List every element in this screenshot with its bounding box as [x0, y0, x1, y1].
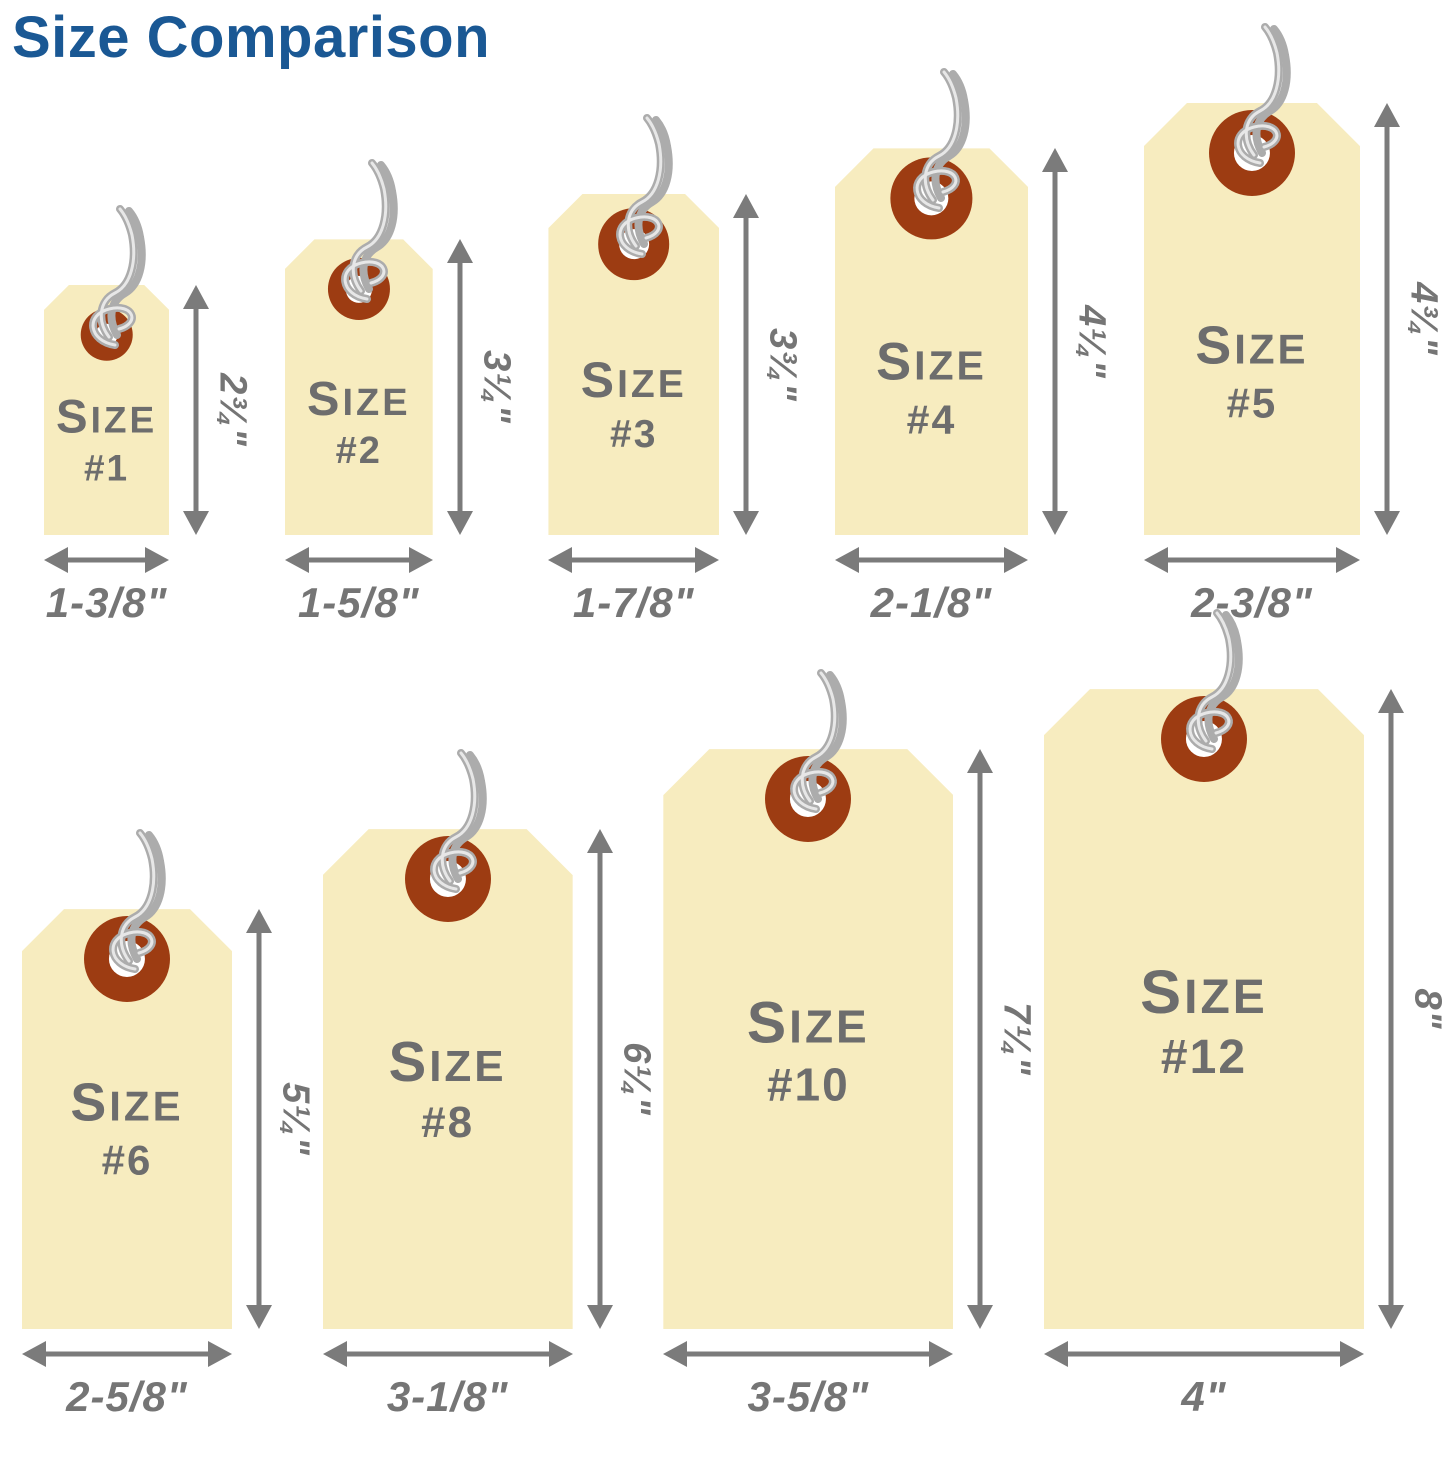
width-label: 3-1/8" [386, 1373, 509, 1421]
width-dimension: 2-1/8" [834, 547, 1029, 627]
vertical-arrow-icon [1377, 689, 1404, 1330]
horizontal-arrow-icon [44, 547, 170, 574]
width-dimension: 3-1/8" [322, 1341, 573, 1421]
height-label: 5¼" [274, 1082, 317, 1157]
width-label: 1-7/8" [572, 579, 695, 627]
tag-group-size-10: SIZE #10 7¼" 3-5/8" [663, 669, 1039, 1421]
tag-size-label: SIZE #2 [307, 371, 411, 473]
width-label: 1-3/8" [45, 579, 168, 627]
vertical-arrow-icon [183, 284, 210, 536]
horizontal-arrow-icon [284, 547, 433, 574]
shipping-tag-12: SIZE #12 [1044, 609, 1364, 1329]
tag-group-size-3: SIZE #3 3¾" 1-7/8" [548, 113, 805, 627]
height-dimension: 6¼" [586, 829, 659, 1330]
horizontal-arrow-icon [548, 547, 720, 574]
tag-shape [663, 749, 953, 1329]
shipping-tag-2: SIZE #2 [285, 159, 433, 535]
height-dimension: 2¾" [183, 284, 255, 536]
height-label: 7¼" [995, 1002, 1038, 1077]
string-icon [913, 68, 971, 213]
width-label: 2-1/8" [870, 579, 993, 627]
tag-group-size-8: SIZE #8 6¼" 3-1/8" [322, 749, 659, 1421]
width-dimension: 1-3/8" [44, 547, 170, 627]
string-icon [88, 204, 146, 349]
tag-size-label: SIZE #12 [1140, 957, 1268, 1085]
width-label: 4" [1181, 1373, 1227, 1421]
tag-group-size-4: SIZE #4 4¼" 2-1/8" [834, 68, 1114, 627]
width-dimension: 3-5/8" [663, 1341, 954, 1421]
width-label: 1-5/8" [297, 579, 420, 627]
height-dimension: 4¾" [1374, 102, 1446, 536]
tag-size-label: SIZE #4 [876, 332, 987, 443]
shipping-tag-3: SIZE #3 [548, 113, 719, 535]
shipping-tag-10: SIZE #10 [663, 669, 953, 1329]
shipping-tag-8: SIZE #8 [323, 749, 573, 1329]
height-label: 4¾" [1402, 282, 1445, 356]
vertical-arrow-icon [1042, 148, 1069, 536]
width-dimension: 2-3/8" [1143, 547, 1360, 627]
vertical-arrow-icon [1374, 102, 1400, 536]
horizontal-arrow-icon [1043, 1341, 1364, 1368]
tag-size-label: SIZE #10 [746, 990, 870, 1111]
horizontal-arrow-icon [1143, 547, 1360, 574]
string-icon [790, 669, 848, 814]
width-label: 2-5/8" [66, 1373, 188, 1421]
string-icon [429, 749, 487, 894]
tag-group-size-1: SIZE #1 2¾" 1-3/8" [44, 204, 255, 627]
height-dimension: 7¼" [967, 749, 1039, 1330]
string-icon [109, 829, 166, 974]
tag-size-label: SIZE #5 [1195, 315, 1309, 427]
tag-row-top: SIZE #1 2¾" 1-3/8" [0, 22, 1456, 627]
height-label: 8" [1406, 988, 1449, 1030]
height-label: 4¼" [1070, 304, 1113, 379]
string-icon [1186, 609, 1243, 754]
shipping-tag-4: SIZE #4 [835, 68, 1028, 535]
tag-size-label: SIZE #8 [388, 1029, 507, 1147]
shipping-tag-5: SIZE #5 [1144, 22, 1360, 535]
shipping-tag-1: SIZE #1 [44, 204, 169, 535]
tag-group-size-5: SIZE #5 4¾" 2-3/8" [1143, 22, 1446, 627]
height-dimension: 3¼" [446, 239, 519, 536]
horizontal-arrow-icon [22, 1341, 232, 1368]
tag-group-size-2: SIZE #2 3¼" 1-5/8" [284, 159, 519, 627]
vertical-arrow-icon [446, 239, 473, 536]
width-dimension: 1-7/8" [548, 547, 720, 627]
vertical-arrow-icon [733, 193, 760, 536]
vertical-arrow-icon [246, 909, 272, 1330]
vertical-arrow-icon [586, 829, 613, 1330]
shipping-tag-6: SIZE #6 [22, 829, 232, 1329]
string-icon [340, 159, 398, 304]
height-dimension: 3¾" [733, 193, 805, 536]
height-label: 6¼" [615, 1042, 658, 1117]
height-dimension: 5¼" [246, 909, 318, 1330]
tag-group-size-6: SIZE #6 5¼" 2-5/8" [22, 829, 318, 1421]
width-dimension: 1-5/8" [284, 547, 433, 627]
width-label: 3-5/8" [747, 1373, 870, 1421]
width-dimension: 2-5/8" [22, 1341, 232, 1421]
vertical-arrow-icon [967, 749, 994, 1330]
page-title: Size Comparison [12, 5, 491, 70]
height-label: 2¾" [211, 373, 254, 447]
tag-group-size-12: SIZE #12 8" 4" [1043, 609, 1450, 1421]
horizontal-arrow-icon [322, 1341, 573, 1368]
height-label: 3¾" [761, 327, 804, 402]
string-icon [1234, 22, 1291, 167]
tag-row-bottom: SIZE #6 5¼" 2-5/8" [0, 609, 1456, 1421]
string-icon [615, 113, 673, 258]
horizontal-arrow-icon [663, 1341, 954, 1368]
horizontal-arrow-icon [834, 547, 1029, 574]
tag-shape [1044, 689, 1364, 1329]
height-label: 3¼" [475, 350, 518, 425]
width-label: 2-3/8" [1191, 579, 1313, 627]
tag-size-label: SIZE #1 [55, 390, 158, 489]
width-dimension: 4" [1043, 1341, 1364, 1421]
tag-size-label: SIZE #6 [70, 1071, 184, 1183]
height-dimension: 4¼" [1042, 148, 1114, 536]
tag-size-label: SIZE #3 [580, 352, 687, 457]
height-dimension: 8" [1377, 689, 1450, 1330]
